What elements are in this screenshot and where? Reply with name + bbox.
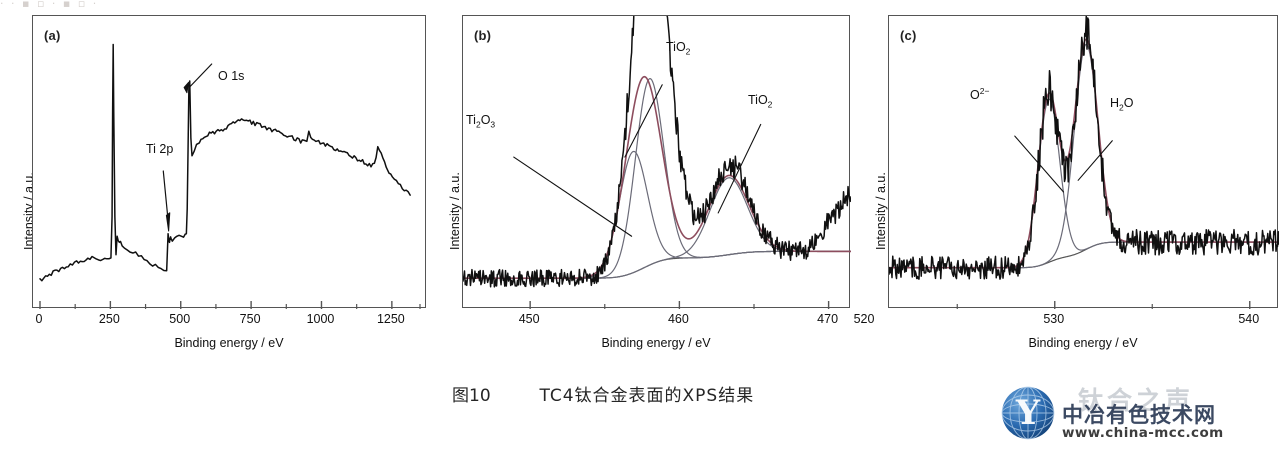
panel-c-tag: (c) xyxy=(900,28,917,43)
panel-c-x-ticklabels: 520 530 540 xyxy=(854,312,1278,330)
x-tick-label: 1000 xyxy=(306,312,335,326)
figure-caption: 图10 TC4钛合金表面的XPS结果 xyxy=(452,381,754,406)
x-tick-label: 460 xyxy=(667,312,689,326)
(b)-leader-2 xyxy=(717,123,762,214)
panel-b-spectrum-canvas xyxy=(463,16,851,309)
(b)-background-curve xyxy=(463,250,851,279)
panel-a-o1s-arrowhead xyxy=(183,81,190,94)
panel-b-x-axis-label: Binding energy / eV xyxy=(601,336,711,350)
(c)-background-curve xyxy=(889,241,1279,269)
figure-caption-number: 图10 xyxy=(452,386,491,406)
panel-a: Intensity / a.u. (a) O 1s Ti 2p 0 250 500 7… xyxy=(0,0,440,360)
panel-c: Intensity / a.u. (c) O2− H2O 520 530 540 B… xyxy=(854,0,1285,360)
top-artifact-text: · · ▪ ▫ · ▪ ▫ · xyxy=(0,0,99,9)
(b)-leader-1 xyxy=(624,84,663,158)
x-tick-label: 1250 xyxy=(376,312,405,326)
panel-c-annotation-h2o: H2O xyxy=(1110,96,1134,113)
x-tick-label: 750 xyxy=(239,312,261,326)
site-watermark: Y 钛合之声 中冶有色技术网 www.china-mcc.com xyxy=(1000,379,1285,449)
x-tick-label: 250 xyxy=(98,312,120,326)
panel-b-annotation-tio2-right: TiO2 xyxy=(748,93,773,110)
panel-c-x-axis-label: Binding energy / eV xyxy=(1028,336,1138,350)
panel-a-annotation-o1s: O 1s xyxy=(218,69,245,83)
(b)-component-0 xyxy=(463,150,851,279)
panel-b-annotation-ti2o3: Ti2O3 xyxy=(466,113,496,130)
(b)-leader-0 xyxy=(513,156,633,237)
panel-a-tag: (a) xyxy=(44,28,61,43)
panel-a-spectrum-canvas xyxy=(39,43,421,309)
top-cutoff-artifact: · · ▪ ▫ · ▪ ▫ · xyxy=(0,0,1285,9)
panel-b-tag: (b) xyxy=(474,28,492,43)
panel-a-plot-frame xyxy=(32,15,426,309)
x-tick-label: 0 xyxy=(35,312,43,326)
svg-text:Y: Y xyxy=(1015,393,1041,433)
panel-b-x-ticklabels: 450 460 470 xyxy=(462,312,850,330)
(c)-leader-0 xyxy=(1014,135,1065,193)
panel-a-o1s-leader xyxy=(188,63,213,89)
x-tick-label: 450 xyxy=(518,312,540,326)
x-tick-label: 520 xyxy=(853,312,875,326)
panel-b: Intensity / a.u. (b) Ti2O3 TiO2 TiO2 450… xyxy=(436,0,860,360)
globe-icon: Y xyxy=(1001,386,1055,440)
watermark-url: www.china-mcc.com xyxy=(1062,425,1224,441)
x-tick-label: 540 xyxy=(1238,312,1260,326)
panel-a-x-axis-label: Binding energy / eV xyxy=(174,336,284,350)
panel-a-x-ticklabels: 0 250 500 750 1000 1250 xyxy=(32,312,426,330)
(b)-raw-trace xyxy=(463,16,851,288)
x-tick-label: 500 xyxy=(169,312,191,326)
panel-a-ti2p-arrowhead xyxy=(165,212,171,232)
x-tick-label: 530 xyxy=(1043,312,1065,326)
panel-b-plot-frame xyxy=(462,15,851,309)
figure-caption-text: TC4钛合金表面的XPS结果 xyxy=(539,386,755,406)
panel-a-survey-trace xyxy=(39,43,411,282)
panel-b-annotation-tio2-left: TiO2 xyxy=(666,40,691,57)
(c)-raw-trace xyxy=(889,16,1279,280)
panel-c-y-axis-label: Intensity / a.u. xyxy=(874,172,888,250)
(b)-component-2 xyxy=(463,177,851,279)
panel-c-annotation-o2minus: O2− xyxy=(970,86,990,103)
panel-c-spectrum-canvas xyxy=(889,16,1279,309)
panel-c-plot-frame xyxy=(888,15,1279,309)
watermark-ghost-text: 钛合之声 xyxy=(1078,386,1195,415)
x-tick-label: 470 xyxy=(817,312,839,326)
panel-a-annotation-ti2p: Ti 2p xyxy=(146,142,174,156)
(c)-leader-1 xyxy=(1077,140,1113,181)
panel-b-y-axis-label: Intensity / a.u. xyxy=(448,172,462,250)
watermark-site-name: 中冶有色技术网 xyxy=(1062,403,1216,427)
